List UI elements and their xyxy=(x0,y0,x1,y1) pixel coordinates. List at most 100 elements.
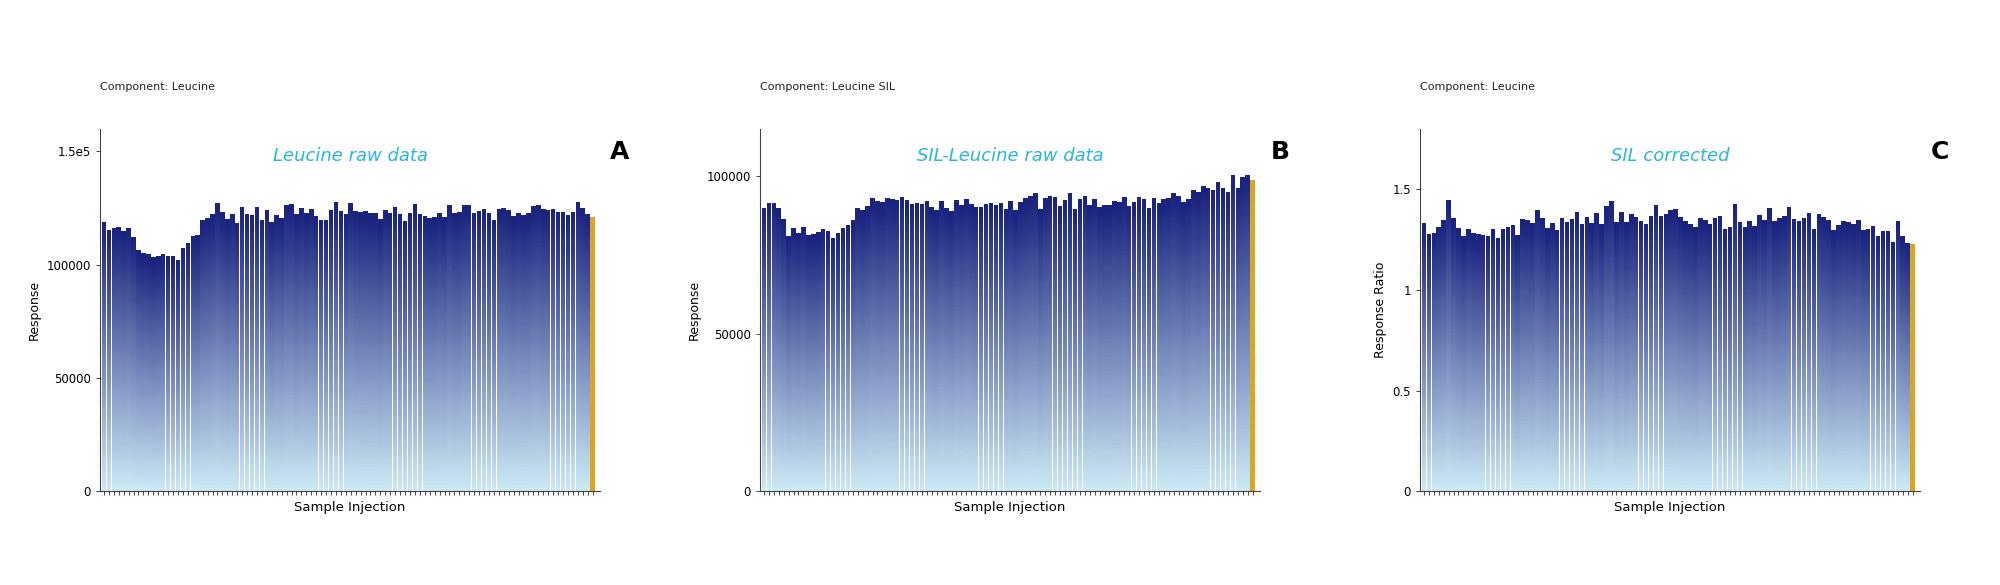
Bar xyxy=(1574,336,1580,343)
Bar xyxy=(776,247,782,253)
Bar xyxy=(546,436,550,443)
Bar xyxy=(1008,209,1014,215)
Bar xyxy=(1436,256,1442,262)
Bar xyxy=(1132,345,1136,352)
Bar xyxy=(1860,272,1866,278)
Bar xyxy=(782,432,786,438)
Bar xyxy=(566,287,570,293)
Bar xyxy=(1762,328,1766,333)
Bar xyxy=(1778,370,1782,376)
Bar xyxy=(1876,419,1880,425)
Bar xyxy=(220,323,224,329)
Bar xyxy=(482,387,486,394)
Bar xyxy=(816,399,820,405)
Bar xyxy=(920,418,924,424)
Bar xyxy=(914,467,920,474)
Bar xyxy=(512,475,516,481)
Bar xyxy=(1156,439,1162,445)
Bar xyxy=(1118,316,1122,323)
Bar xyxy=(412,474,418,481)
Bar xyxy=(402,452,408,458)
Bar xyxy=(802,273,806,278)
Bar xyxy=(1530,386,1534,392)
Bar xyxy=(308,311,314,317)
Bar xyxy=(516,417,520,422)
Bar xyxy=(1688,240,1692,246)
Bar xyxy=(1186,235,1190,242)
Bar xyxy=(216,339,220,345)
Bar xyxy=(1644,327,1648,333)
Bar xyxy=(566,438,570,443)
Bar xyxy=(1816,276,1822,282)
Bar xyxy=(1038,254,1042,261)
Bar xyxy=(1554,250,1560,256)
Bar xyxy=(1620,343,1624,349)
Bar xyxy=(156,419,160,424)
Bar xyxy=(1688,429,1692,435)
Bar xyxy=(106,411,112,417)
Bar xyxy=(1712,259,1718,264)
Bar xyxy=(300,471,304,477)
Bar xyxy=(1842,398,1846,404)
Bar xyxy=(1206,364,1210,371)
Bar xyxy=(384,227,388,233)
Bar xyxy=(348,292,354,299)
Bar xyxy=(368,302,372,308)
Bar xyxy=(1594,361,1598,367)
Bar xyxy=(994,432,998,438)
Bar xyxy=(1792,307,1796,312)
Bar xyxy=(378,310,382,316)
Bar xyxy=(1062,211,1068,217)
Bar xyxy=(122,253,126,259)
Bar xyxy=(1102,443,1106,449)
Bar xyxy=(220,285,224,291)
Bar xyxy=(846,406,850,412)
Bar xyxy=(1246,394,1250,401)
Bar xyxy=(304,220,308,226)
Bar xyxy=(1584,346,1590,352)
Bar xyxy=(1028,229,1032,236)
Bar xyxy=(1462,454,1466,460)
Bar xyxy=(1688,422,1692,428)
Bar xyxy=(540,328,546,334)
Bar xyxy=(924,352,930,358)
Bar xyxy=(954,290,958,297)
Bar xyxy=(1058,418,1062,424)
Bar xyxy=(984,367,988,374)
Bar xyxy=(796,316,800,322)
Bar xyxy=(890,485,894,491)
Bar xyxy=(412,378,418,385)
Bar xyxy=(540,363,546,369)
Bar xyxy=(954,211,958,217)
Bar xyxy=(1136,456,1142,462)
Bar xyxy=(1796,371,1802,378)
Bar xyxy=(1664,341,1668,347)
Bar xyxy=(1614,405,1618,411)
Bar xyxy=(904,243,910,250)
Bar xyxy=(1688,277,1692,283)
Bar xyxy=(512,421,516,426)
Bar xyxy=(1610,410,1614,416)
Bar xyxy=(1802,235,1806,241)
Bar xyxy=(1172,433,1176,440)
Bar xyxy=(1014,349,1018,356)
Bar xyxy=(1476,448,1480,453)
Bar xyxy=(476,263,482,269)
Bar xyxy=(378,239,382,245)
Bar xyxy=(1236,188,1240,195)
Bar xyxy=(1200,386,1206,393)
Bar xyxy=(156,472,160,477)
Bar xyxy=(1004,328,1008,334)
Bar xyxy=(374,420,378,426)
Bar xyxy=(152,263,156,269)
Bar xyxy=(1210,209,1216,216)
Bar xyxy=(526,461,530,467)
Bar xyxy=(1668,447,1674,453)
Bar xyxy=(432,295,436,301)
Bar xyxy=(1422,386,1426,391)
Bar xyxy=(1018,353,1022,359)
Bar xyxy=(1510,393,1516,399)
Bar xyxy=(940,402,944,409)
Bar xyxy=(1704,301,1708,307)
Bar xyxy=(1560,242,1564,248)
